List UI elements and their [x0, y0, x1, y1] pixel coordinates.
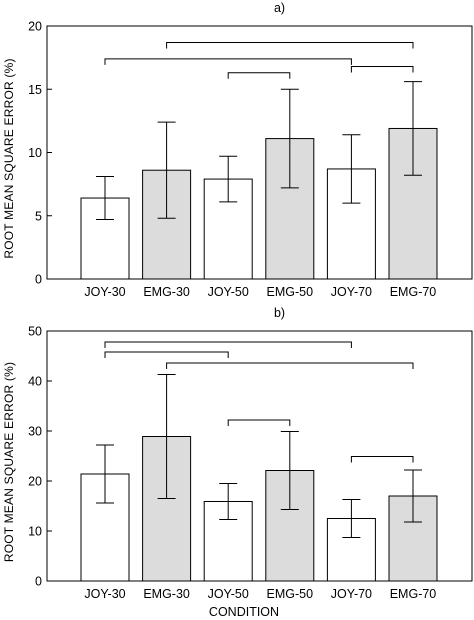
x-tick-label: JOY-70: [331, 587, 372, 601]
x-tick-label: EMG-50: [267, 285, 314, 299]
y-tick-label: 0: [35, 273, 42, 287]
y-tick-label: 0: [35, 575, 42, 589]
significance-bracket: [166, 41, 414, 49]
significance-bracket: [227, 72, 291, 79]
panel-title: a): [274, 1, 285, 15]
significance-bracket: [227, 419, 291, 426]
x-tick-label: EMG-70: [390, 285, 437, 299]
x-axis-title: CONDITION: [209, 605, 279, 619]
x-tick-label: JOY-30: [84, 285, 125, 299]
x-tick-label: JOY-70: [331, 285, 372, 299]
x-tick-label: JOY-50: [208, 587, 249, 601]
y-tick-label: 10: [28, 525, 42, 539]
x-tick-label: JOY-50: [208, 285, 249, 299]
panel-b: b) 0 10 20 30 40 50 JOY-30 EMG-30 JOY-50 EMG-50 JOY…: [2, 306, 473, 619]
x-tick-label: JOY-30: [84, 587, 125, 601]
significance-bracket: [104, 351, 229, 358]
significance-bracket: [166, 362, 414, 369]
significance-bracket: [104, 341, 352, 348]
plot-frame: [46, 330, 473, 582]
y-tick-label: 30: [28, 425, 42, 439]
significance-bracket: [350, 65, 414, 73]
significance-bracket: [104, 58, 352, 65]
y-tick-label: 15: [28, 83, 42, 97]
significance-bracket: [350, 456, 414, 463]
panel-a: a) 0 5 10 15 20 JOY-30 EMG-30 JOY-50 EMG-50 JOY-70…: [2, 1, 473, 299]
y-tick-label: 20: [28, 475, 42, 489]
y-tick-label: 10: [28, 146, 42, 160]
x-tick-label: EMG-30: [143, 587, 190, 601]
y-tick-label: 20: [28, 20, 42, 34]
x-tick-label: EMG-70: [390, 587, 437, 601]
y-axis-title: ROOT MEAN SQUARE ERROR (%): [2, 362, 16, 562]
y-tick-label: 50: [28, 325, 42, 339]
y-axis-title: ROOT MEAN SQUARE ERROR (%): [2, 58, 16, 258]
x-tick-label: EMG-50: [267, 587, 314, 601]
x-tick-label: EMG-30: [143, 285, 190, 299]
y-tick-label: 40: [28, 375, 42, 389]
y-tick-label: 5: [35, 209, 42, 223]
panel-title: b): [274, 306, 285, 320]
